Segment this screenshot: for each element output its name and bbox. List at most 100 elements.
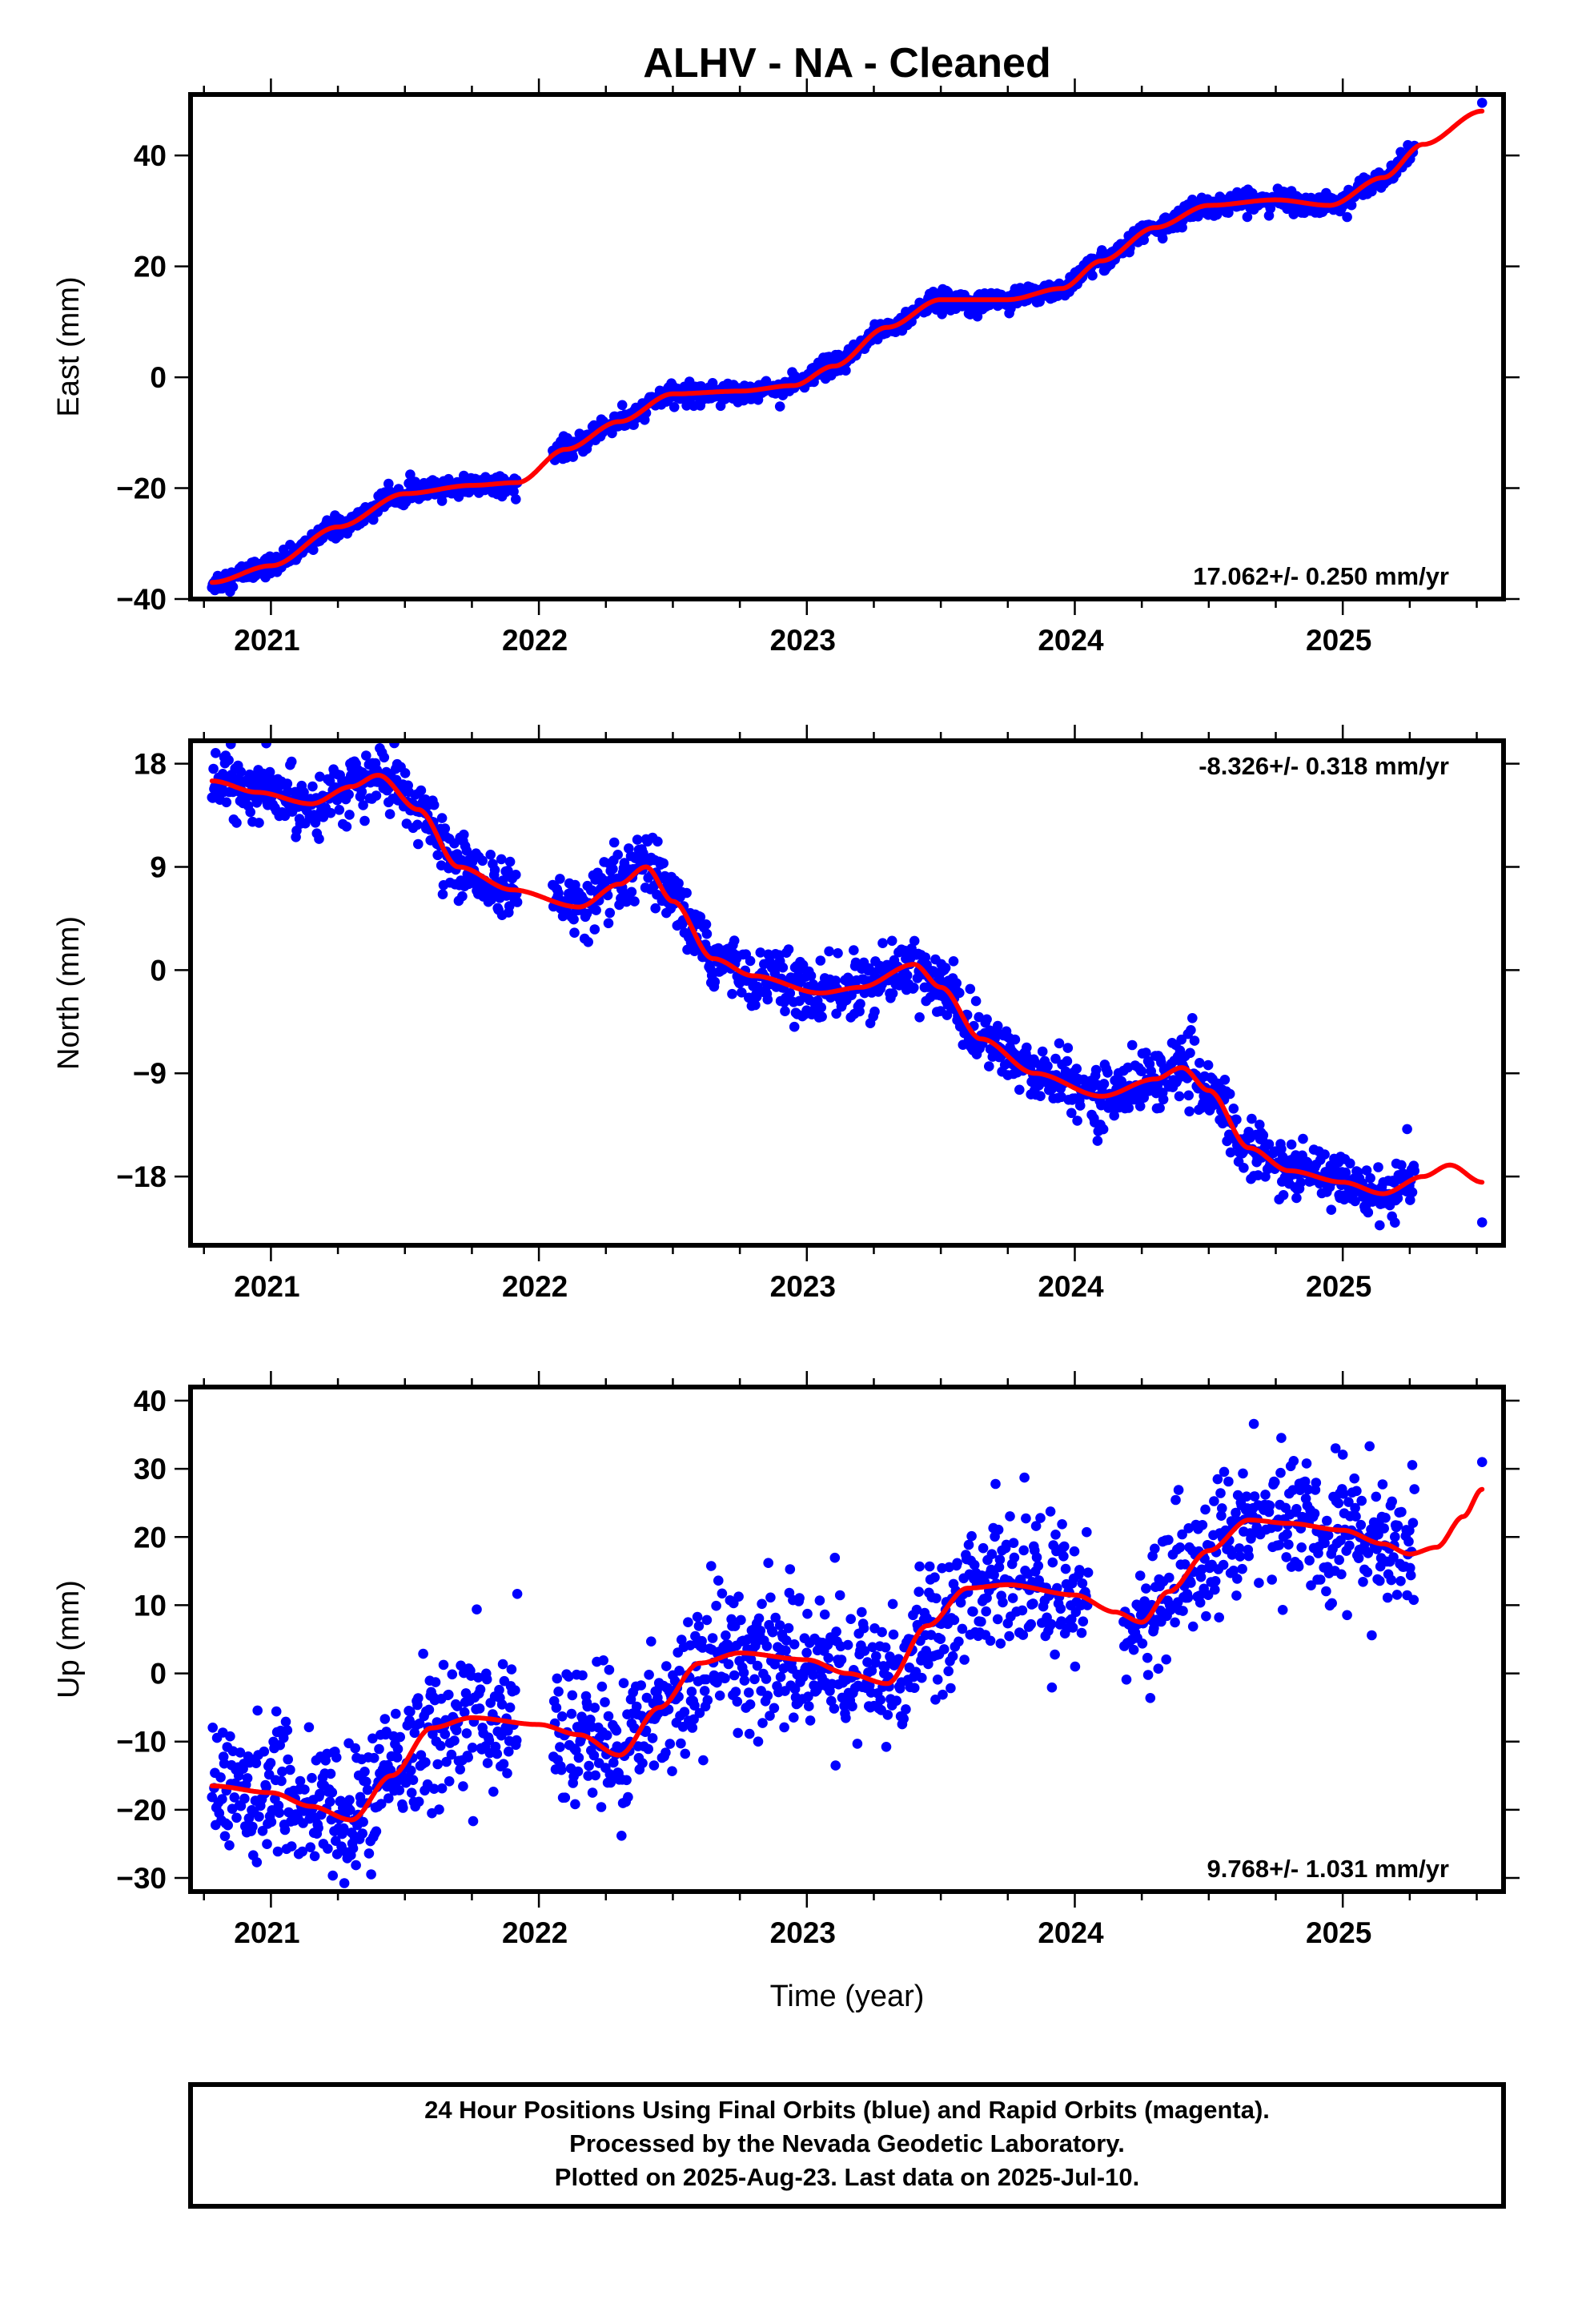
observation-point [720,1673,730,1683]
observation-point [384,809,396,819]
observation-point [239,1793,250,1804]
observation-point [351,1860,361,1871]
observation-point [251,1758,262,1768]
observation-point [368,514,379,525]
observation-point [449,1735,460,1746]
observation-point [880,1642,891,1653]
observation-point [286,756,297,767]
observation-point [460,1688,472,1699]
observation-point [1170,1617,1180,1628]
observation-point [711,1600,721,1611]
observation-point [638,848,648,858]
observation-point [992,1020,1003,1031]
observation-point [265,1758,276,1768]
observation-point [727,988,737,999]
observation-point [1178,1606,1188,1616]
observation-point [733,1591,744,1602]
observation-point [434,1804,444,1815]
observation-point [955,1597,966,1608]
observation-point [763,1558,773,1568]
observation-point [819,1609,830,1620]
north-y-tick-label: −18 [116,1160,167,1193]
observation-point [1046,1618,1057,1630]
observation-point [824,946,834,957]
observation-point [1090,1064,1102,1076]
observation-point [231,818,242,828]
observation-point [632,834,643,845]
observation-point [789,1683,801,1695]
observation-point [327,1787,338,1798]
observation-point [875,1695,886,1705]
observation-point [570,1799,580,1810]
observation-point [852,1739,863,1749]
observation-point [946,1683,956,1694]
observation-point [274,1807,285,1818]
observation-point [717,1588,728,1599]
observation-point [849,945,859,955]
observation-point [1333,1498,1344,1509]
observation-point [424,1704,435,1715]
observation-point [648,1760,660,1771]
observation-point [755,947,766,958]
observation-point [1288,1456,1299,1466]
observation-point [1392,1520,1403,1531]
observation-point [683,1617,693,1627]
observation-point [774,1620,785,1630]
observation-point [1201,1610,1211,1622]
observation-point [1067,1622,1078,1633]
up-x-tick-label: 2024 [1038,1916,1104,1949]
observation-point [492,1748,503,1759]
observation-point [359,815,370,826]
observation-point [1142,1652,1153,1663]
x-axis-label: Time (year) [770,1980,925,2013]
observation-point [1321,1586,1331,1597]
observation-point [1136,1066,1147,1076]
observation-point [432,850,443,861]
east-y-tick-label: 20 [134,251,167,283]
observation-point [1005,1511,1015,1522]
observation-point [752,1660,763,1671]
observation-point [1248,1418,1259,1429]
observation-point [765,1711,775,1721]
observation-point [823,1653,833,1663]
observation-point [600,1697,610,1707]
observation-point [893,1654,904,1664]
observation-point [1128,1644,1139,1655]
observation-point [1270,1477,1280,1488]
observation-point [706,1561,717,1571]
observation-point [1396,1160,1407,1171]
observation-point [259,1746,270,1757]
observation-point [1295,1177,1307,1188]
observation-point [674,1666,685,1676]
observation-point [1405,1195,1415,1205]
observation-point [1274,1540,1284,1550]
observation-point [1078,1616,1089,1626]
observation-point [1364,1441,1375,1452]
observation-point [405,469,416,480]
observation-point [886,935,897,947]
observation-point [229,1792,240,1803]
observation-point [877,938,888,948]
observation-point [1247,1113,1257,1124]
observation-point [570,879,580,891]
observation-point [1235,1551,1246,1562]
observation-point [954,1636,964,1647]
observation-point [643,1743,653,1755]
observation-point [1408,1594,1419,1606]
observation-point [882,1710,893,1720]
observation-point [1087,270,1098,281]
observation-point [1200,1504,1211,1515]
observation-point [761,1641,773,1651]
observation-point [1330,1443,1341,1454]
observation-point [504,1702,516,1713]
up-x-tick-label: 2023 [770,1916,836,1949]
observation-point [381,1727,391,1737]
observation-point [1018,1545,1029,1556]
observation-point [278,1732,289,1743]
observation-point [590,1770,600,1781]
observation-point [701,1614,713,1626]
observation-point [930,1695,941,1705]
observation-point [949,1614,960,1626]
observation-point [1291,1504,1302,1514]
observation-point [1054,1038,1065,1049]
